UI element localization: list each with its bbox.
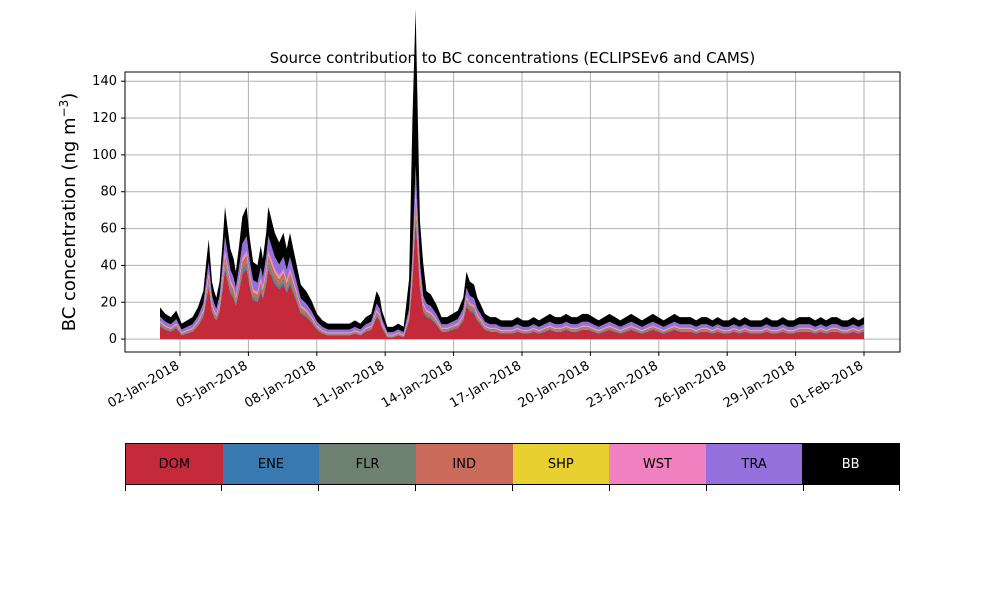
colorbar-ene: ENE xyxy=(222,444,320,484)
source-colorbar: DOM ENE FLR IND SHP WST TRA BB xyxy=(125,443,900,485)
x-tick-label: 14-Jan-2018 xyxy=(379,358,456,411)
y-tick-label: 140 xyxy=(92,74,117,89)
colorbar-tick xyxy=(221,485,222,491)
area-dom xyxy=(160,219,864,340)
bc-concentration-chart: Source contribution to BC concentrations… xyxy=(57,8,901,412)
y-tick-label: 100 xyxy=(92,148,117,163)
colorbar-tick xyxy=(415,485,416,491)
colorbar-tick xyxy=(125,485,126,491)
colorbar-label: TRA xyxy=(741,456,767,472)
colorbar-label: SHP xyxy=(547,456,574,472)
colorbar-flr: FLR xyxy=(319,444,416,484)
colorbar-tick xyxy=(609,485,610,491)
chart-title: Source contribution to BC concentrations… xyxy=(270,49,755,67)
colorbar-label: BB xyxy=(841,456,860,472)
colorbar-label: WST xyxy=(642,456,672,472)
x-tick-label: 05-Jan-2018 xyxy=(174,358,251,411)
colorbar-shp: SHP xyxy=(512,444,610,484)
colorbar-tick xyxy=(318,485,319,491)
colorbar-label: FLR xyxy=(355,456,380,472)
colorbar-tick xyxy=(899,485,900,491)
x-tick-label: 02-Jan-2018 xyxy=(105,358,182,411)
y-tick-label: 40 xyxy=(100,258,117,273)
y-tick-label: 80 xyxy=(100,185,117,200)
colorbar-label: DOM xyxy=(158,456,191,472)
x-tick-label: 26-Jan-2018 xyxy=(653,358,730,411)
y-tick-label: 20 xyxy=(100,295,117,310)
colorbar-tick xyxy=(706,485,707,491)
y-tick-label: 0 xyxy=(109,332,117,347)
colorbar-label: IND xyxy=(452,456,476,472)
colorbar-dom: DOM xyxy=(126,444,223,484)
colorbar-ind: IND xyxy=(415,444,513,484)
colorbar-tick xyxy=(512,485,513,491)
x-tick-label: 08-Jan-2018 xyxy=(242,358,319,411)
x-tick-label: 29-Jan-2018 xyxy=(721,358,798,411)
colorbar-tra: TRA xyxy=(705,444,803,484)
colorbar-tick xyxy=(803,485,804,491)
y-tick-label: 120 xyxy=(92,111,117,126)
colorbar-wst: WST xyxy=(609,444,706,484)
x-tick-label: 17-Jan-2018 xyxy=(447,358,524,411)
x-tick-label: 23-Jan-2018 xyxy=(584,358,661,411)
x-tick-label: 01-Feb-2018 xyxy=(787,358,866,412)
y-axis-label: BC concentration (ng m−3) xyxy=(57,93,80,332)
colorbar-bb: BB xyxy=(802,444,899,484)
x-tick-label: 11-Jan-2018 xyxy=(311,358,388,411)
x-tick-label: 20-Jan-2018 xyxy=(516,358,593,411)
colorbar-label: ENE xyxy=(257,456,285,472)
colorbar-ticks xyxy=(125,485,900,493)
plot-frame xyxy=(124,71,901,353)
y-tick-label: 60 xyxy=(100,222,117,237)
